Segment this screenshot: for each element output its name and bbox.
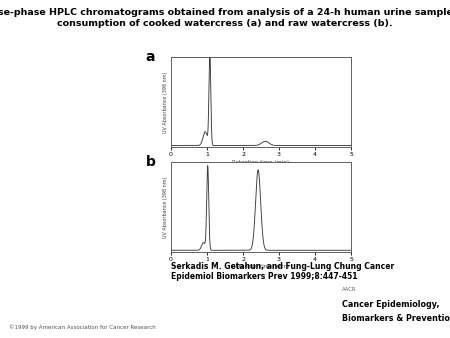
Y-axis label: UV Absorbance (398 nm): UV Absorbance (398 nm) xyxy=(163,72,168,133)
Text: Biomarkers & Prevention: Biomarkers & Prevention xyxy=(342,314,450,323)
Text: Reverse-phase HPLC chromatograms obtained from analysis of a 24-h human urine sa: Reverse-phase HPLC chromatograms obtaine… xyxy=(0,8,450,28)
Text: a: a xyxy=(146,50,155,64)
Text: Serkadis M. Getahun, and Fung-Lung Chung Cancer: Serkadis M. Getahun, and Fung-Lung Chung… xyxy=(171,262,394,271)
Text: ©1999 by American Association for Cancer Research: ©1999 by American Association for Cancer… xyxy=(9,324,156,330)
Y-axis label: UV Absorbance (398 nm): UV Absorbance (398 nm) xyxy=(163,176,168,238)
Text: b: b xyxy=(146,155,156,169)
Text: Epidemiol Biomarkers Prev 1999;8:447-451: Epidemiol Biomarkers Prev 1999;8:447-451 xyxy=(171,272,357,281)
X-axis label: Retention time (min): Retention time (min) xyxy=(233,264,289,269)
Text: Cancer Epidemiology,: Cancer Epidemiology, xyxy=(342,300,440,309)
Text: AACR: AACR xyxy=(342,287,356,292)
X-axis label: Retention time (min): Retention time (min) xyxy=(233,160,289,165)
